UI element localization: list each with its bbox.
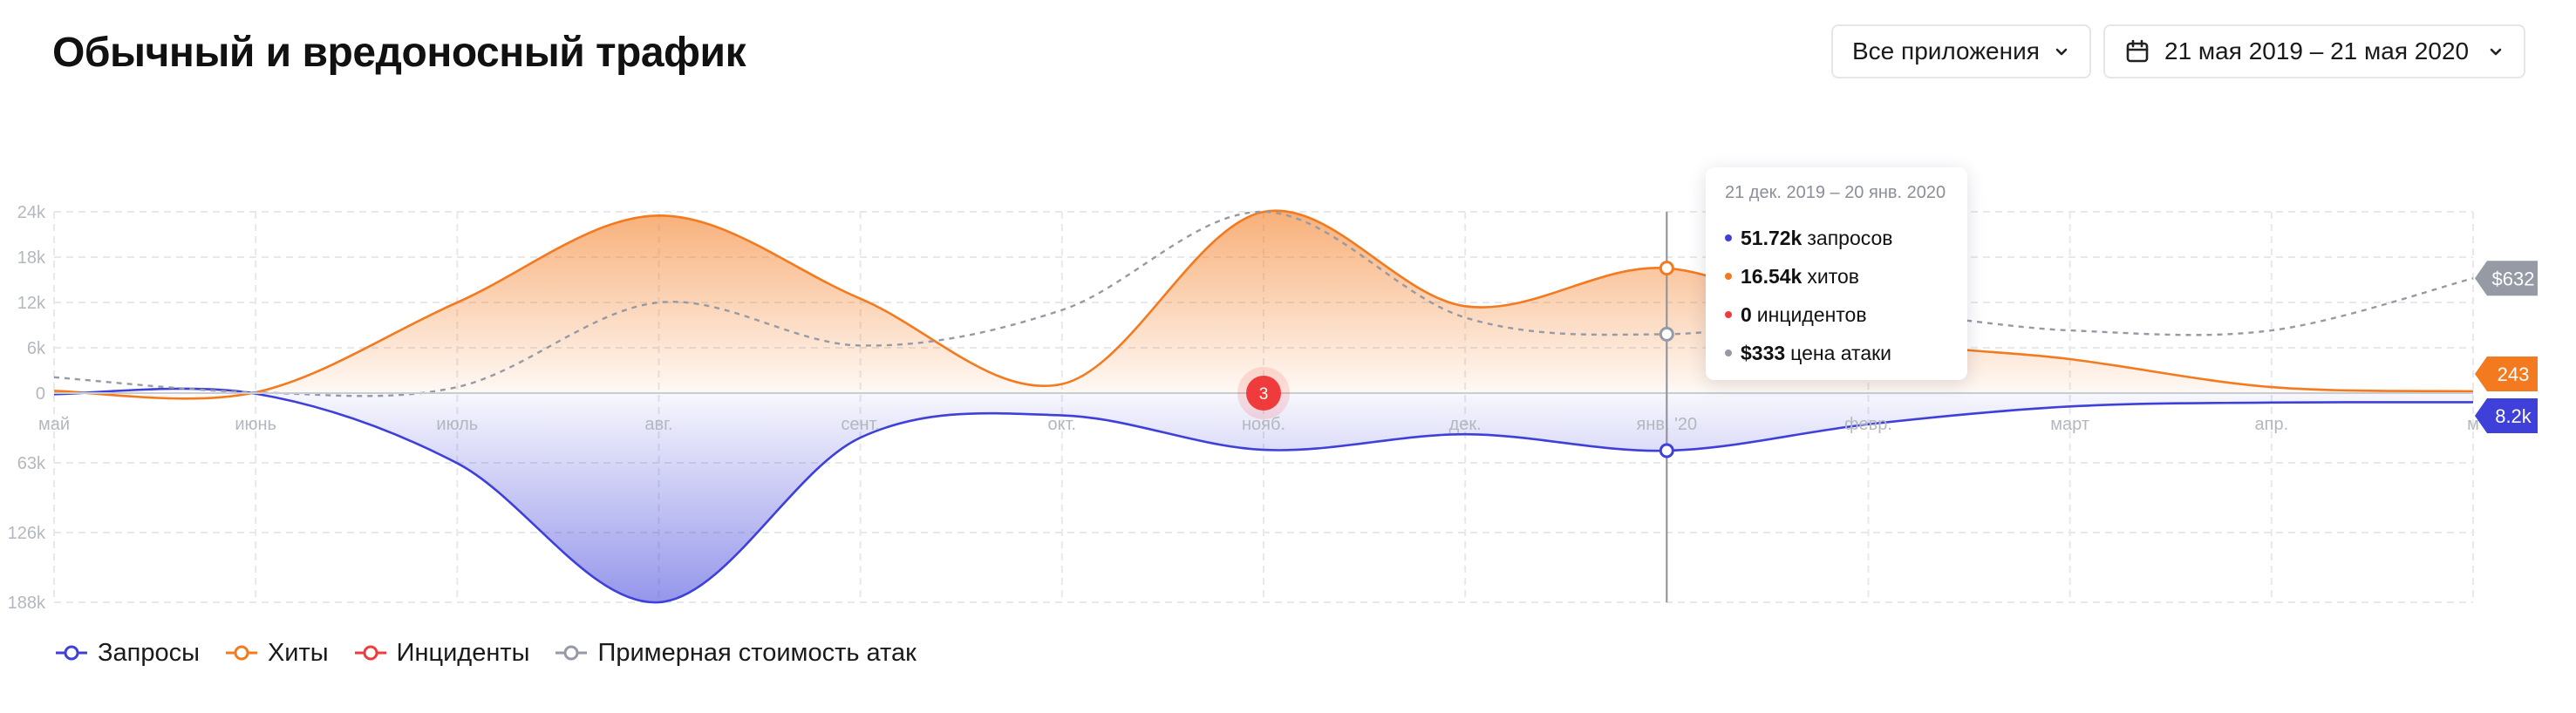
x-tick-label: сент. <box>841 415 880 434</box>
tooltip-value: 16.54k <box>1741 264 1803 288</box>
date-range-picker[interactable]: 21 мая 2019 – 21 мая 2020 <box>2103 24 2525 78</box>
legend-label: Запросы <box>98 638 200 667</box>
tooltip-value: 51.72k <box>1741 226 1803 249</box>
tooltip-row-incidents: 0 инцидентов <box>1725 295 1948 334</box>
legend-marker-icon <box>56 644 87 662</box>
y-tick-label: 12k <box>17 294 46 313</box>
x-tick-label: март <box>2050 415 2089 434</box>
tooltip-label: запросов <box>1807 226 1893 249</box>
incident-count-label: 3 <box>1259 385 1269 404</box>
y-tick-label: 18k <box>17 248 46 268</box>
end-badge-requests-shape <box>2475 398 2538 433</box>
x-tick-label: июнь <box>235 415 276 434</box>
hits-line <box>53 209 2474 400</box>
requests-area <box>54 388 2473 603</box>
requests-line <box>53 387 2474 604</box>
end-badge-hits-shape <box>2475 356 2538 391</box>
y-tick-label: 63k <box>17 454 46 473</box>
y-tick-label: 126k <box>8 524 46 543</box>
x-tick-label: май <box>38 415 70 434</box>
hover-point-requests <box>1659 443 1674 458</box>
incident-marker <box>1246 376 1281 411</box>
x-tick-label: июль <box>436 415 478 434</box>
tooltip-dot <box>1725 311 1732 318</box>
hover-point-hits <box>1659 261 1674 276</box>
legend-label: Инциденты <box>396 638 530 667</box>
tooltip-dot <box>1725 350 1732 356</box>
tooltip-row-hits: 16.54k хитов <box>1725 257 1948 295</box>
y-tick-label: 6k <box>27 339 46 358</box>
chevron-down-icon <box>2053 43 2070 60</box>
tooltip-dot <box>1725 273 1732 280</box>
y-tick-label: 0 <box>36 384 45 404</box>
x-tick-label: авг. <box>644 415 672 434</box>
y-tick-label: 24k <box>17 203 46 222</box>
x-tick-label: дек. <box>1449 415 1482 434</box>
legend-item-incidents[interactable]: Инциденты <box>354 638 530 668</box>
y-tick-label: 188k <box>8 594 46 613</box>
tooltip-row-requests: 51.72k запросов <box>1725 219 1948 257</box>
tooltip-value: $333 <box>1741 341 1786 364</box>
chart-legend: Запросы Хиты Инциденты Примерная стоимос… <box>56 631 917 675</box>
tooltip-row-cost: $333 цена атаки <box>1725 334 1948 372</box>
tooltip-value: 0 <box>1741 302 1752 326</box>
chevron-down-icon <box>2487 43 2504 60</box>
x-tick-label: апр. <box>2255 415 2289 434</box>
tooltip-label: инцидентов <box>1756 302 1867 326</box>
end-badge-cost-shape <box>2475 261 2538 296</box>
traffic-chart[interactable]: 24k 18k 12k 6k 0 63k 126k 188k май июнь июль авг. се… <box>0 96 2576 619</box>
page-title: Обычный и вредоносный трафик <box>52 30 746 76</box>
tooltip-label: хитов <box>1807 264 1859 288</box>
x-tick-label: нояб. <box>1242 415 1285 434</box>
x-tick-label: м <box>2467 415 2479 434</box>
date-range-label: 21 мая 2019 – 21 мая 2020 <box>2164 37 2470 65</box>
legend-marker-icon <box>354 644 386 662</box>
calendar-icon <box>2124 38 2150 65</box>
x-tick-label: окт. <box>1048 415 1077 434</box>
x-tick-label: февр. <box>1844 415 1892 434</box>
chart-tooltip: 21 дек. 2019 – 20 янв. 2020 51.72k запро… <box>1706 167 1967 380</box>
legend-item-cost[interactable]: Примерная стоимость атак <box>555 638 917 668</box>
legend-marker-icon <box>225 644 257 662</box>
end-badge-hits-label: 243 <box>2498 363 2530 385</box>
legend-item-requests[interactable]: Запросы <box>56 639 200 668</box>
apps-filter-dropdown[interactable]: Все приложения <box>1831 24 2091 78</box>
legend-label: Хиты <box>267 638 329 667</box>
tooltip-label: цена атаки <box>1790 341 1892 364</box>
end-badge-cost-label: $632 <box>2492 268 2535 289</box>
tooltip-dot <box>1725 234 1732 241</box>
end-badge-requests-label: 8.2k <box>2495 405 2532 427</box>
apps-filter-label: Все приложения <box>1852 37 2040 65</box>
hover-point-cost <box>1659 326 1674 342</box>
legend-label: Примерная стоимость атак <box>597 638 917 667</box>
tooltip-title: 21 дек. 2019 – 20 янв. 2020 <box>1725 183 1946 202</box>
legend-item-hits[interactable]: Хиты <box>225 638 329 668</box>
legend-marker-icon <box>555 644 588 662</box>
